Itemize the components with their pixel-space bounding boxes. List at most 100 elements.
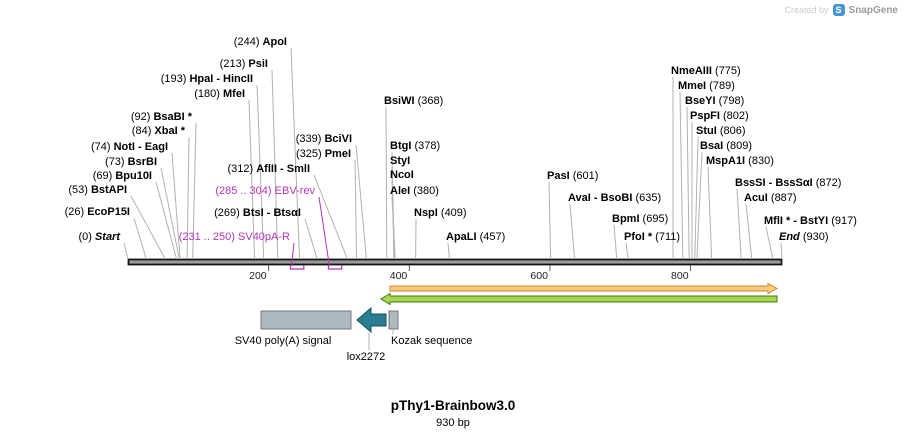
enzyme-label[interactable]: End (930)	[779, 231, 829, 243]
enzyme-label[interactable]: (193) HpaI - HincII	[161, 73, 253, 85]
title-block: pThy1-Brainbow3.0 930 bp	[0, 398, 906, 429]
primer-leader-line	[290, 242, 295, 267]
enzyme-label[interactable]: PfoI * (711)	[624, 231, 680, 243]
site-position: (601)	[569, 170, 599, 182]
site-position: (409)	[437, 207, 467, 219]
feature-label[interactable]: lox2272	[346, 351, 386, 363]
enzyme-name: PasI	[547, 170, 570, 182]
leader-line	[304, 218, 318, 260]
site-position: (244)	[233, 36, 263, 48]
enzyme-label[interactable]: BseYI (798)	[685, 95, 744, 107]
enzyme-label[interactable]: (53) BstAPI	[68, 184, 127, 196]
enzyme-name: End	[779, 231, 800, 243]
primer-annotation[interactable]	[327, 265, 343, 270]
snapgene-logo-icon: S	[832, 4, 845, 16]
feature-arrow-orange[interactable]	[389, 282, 779, 295]
leader-line	[160, 167, 180, 260]
enzyme-label[interactable]: NspI (409)	[414, 207, 467, 219]
enzyme-label[interactable]: BsaI (809)	[700, 140, 752, 152]
enzyme-name: MfeI	[223, 88, 245, 100]
enzyme-label[interactable]: (92) BsaBI *	[131, 111, 192, 123]
enzyme-name: NotI - EagI	[113, 141, 168, 153]
enzyme-name: BsaBI *	[153, 111, 192, 123]
enzyme-name: NmeAIII	[671, 65, 712, 77]
enzyme-name: AleI	[390, 185, 411, 197]
leader-line	[548, 181, 552, 260]
plasmid-length: 930 bp	[436, 417, 470, 429]
leader-line	[391, 196, 396, 260]
leader-line	[686, 106, 690, 260]
axis-tick-label: 200	[249, 270, 267, 282]
feature-arrow-green[interactable]	[380, 292, 778, 306]
enzyme-name: BtgI	[390, 140, 412, 152]
enzyme-label[interactable]: (0) Start	[78, 231, 120, 243]
enzyme-label[interactable]: (325) PmeI	[296, 148, 351, 160]
site-position: (457)	[476, 231, 506, 243]
enzyme-label[interactable]: BsiWI (368)	[384, 95, 443, 107]
enzyme-label[interactable]: (339) BciVI	[296, 133, 352, 145]
enzyme-label[interactable]: NcoI	[390, 169, 414, 181]
leader-line	[130, 195, 166, 260]
watermark-created-by: Created by	[784, 5, 829, 15]
enzyme-label[interactable]: MflI * - BstYI (917)	[764, 215, 857, 227]
enzyme-name: Start	[94, 231, 120, 243]
site-position: (325)	[295, 148, 325, 160]
enzyme-label[interactable]: AvaI - BsoBI (635)	[568, 192, 661, 204]
site-position: (92)	[130, 111, 154, 123]
axis-tick-label: 400	[390, 270, 408, 282]
leader-line	[679, 91, 684, 260]
site-position: (193)	[160, 73, 190, 85]
enzyme-label[interactable]: PasI (601)	[547, 170, 598, 182]
site-position: (809)	[723, 140, 752, 152]
enzyme-name: NcoI	[390, 169, 414, 181]
enzyme-name: MmeI	[678, 80, 707, 92]
primer-label[interactable]: (231 .. 250) SV40pA-R	[179, 231, 290, 243]
kozak-sequence-box[interactable]	[388, 310, 399, 330]
enzyme-label[interactable]: (269) BtsI - BtsαI	[214, 207, 301, 219]
enzyme-label[interactable]: MspA1I (830)	[706, 155, 774, 167]
enzyme-name: NspI	[414, 207, 438, 219]
enzyme-label[interactable]: (244) ApoI	[234, 36, 287, 48]
leader-line	[271, 69, 279, 260]
site-position: (73)	[105, 156, 128, 168]
enzyme-label[interactable]: (69) Bpu10I	[93, 170, 152, 182]
enzyme-label[interactable]: MmeI (789)	[678, 80, 735, 92]
enzyme-label[interactable]: (73) BsrBI	[105, 156, 157, 168]
enzyme-label[interactable]: (74) NotI - EagI	[91, 141, 168, 153]
primer-annotation[interactable]	[289, 265, 305, 270]
site-position: (269)	[214, 207, 243, 219]
leader-line	[613, 224, 618, 260]
watermark: Created by S SnapGene	[784, 4, 898, 16]
site-position: (806)	[716, 125, 746, 137]
enzyme-label[interactable]: NmeAIII (775)	[671, 65, 741, 77]
leader-line	[694, 136, 699, 260]
leader-line	[385, 106, 388, 260]
enzyme-label[interactable]: (84) XbaI *	[132, 125, 185, 137]
feature-label[interactable]: SV40 poly(A) signal	[234, 335, 332, 347]
enzyme-label[interactable]: (180) MfeI	[194, 88, 245, 100]
enzyme-label[interactable]: PspFI (802)	[690, 110, 749, 122]
enzyme-label[interactable]: StuI (806)	[696, 125, 746, 137]
enzyme-label[interactable]: BpmI (695)	[612, 213, 668, 225]
feature-label[interactable]: Kozak sequence	[391, 335, 473, 347]
site-position: (368)	[414, 95, 444, 107]
enzyme-label[interactable]: BssSI - BssSαI (872)	[735, 177, 841, 189]
enzyme-label[interactable]: (26) EcoP15I	[65, 206, 130, 218]
enzyme-label[interactable]: (312) AflII - SmlI	[227, 163, 310, 175]
leader-line	[745, 203, 753, 260]
lox2272-arrow[interactable]	[356, 306, 387, 334]
leader-line	[256, 84, 265, 260]
primer-label[interactable]: (285 .. 304) EBV-rev	[215, 185, 315, 197]
enzyme-label[interactable]: AleI (380)	[390, 185, 439, 197]
enzyme-label[interactable]: BtgI (378)	[390, 140, 440, 152]
leader-line	[133, 217, 147, 260]
enzyme-label[interactable]: (213) PsiI	[220, 58, 268, 70]
enzyme-label[interactable]: StyI	[390, 155, 410, 167]
leader-line	[192, 122, 197, 260]
leader-line	[186, 136, 190, 260]
enzyme-label[interactable]: AcuI (887)	[744, 192, 797, 204]
enzyme-label[interactable]: ApaLI (457)	[446, 231, 505, 243]
sv40-polya-signal-box[interactable]	[260, 310, 352, 330]
